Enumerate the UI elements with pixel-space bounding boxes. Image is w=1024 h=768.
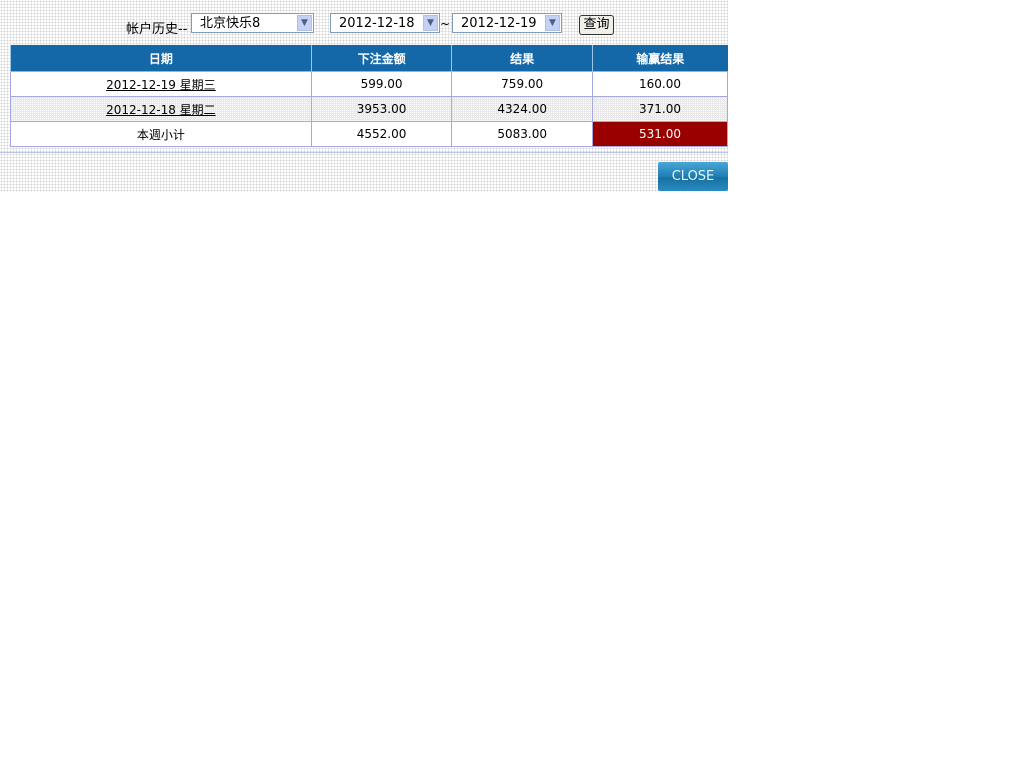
winloss-cell: 160.00 [591,71,729,97]
table-row: 2012-12-19 星期三 599.00 759.00 160.00 [10,71,729,97]
close-button[interactable]: CLOSE [658,162,728,191]
winloss-cell: 371.00 [591,96,729,122]
date-from-select[interactable]: 2012-12-18 ▼ [330,13,440,33]
history-table: 日期 下注金额 结果 输赢结果 2012-12-19 星期三 599.00 75… [10,45,729,147]
date-link[interactable]: 2012-12-19 星期三 [106,77,216,92]
table-row: 2012-12-18 星期二 3953.00 4324.00 371.00 [10,96,729,122]
game-select[interactable]: 北京快乐8 ▼ [191,13,314,33]
subtotal-winloss: 531.00 [591,121,729,147]
subtotal-result: 5083.00 [451,121,593,147]
header-date: 日期 [10,45,312,72]
date-separator: ~ [440,17,451,31]
date-from-value: 2012-12-18 [339,16,415,31]
result-cell: 759.00 [451,71,593,97]
date-to-value: 2012-12-19 [461,16,537,31]
divider [0,152,728,153]
header-result: 结果 [451,45,593,72]
filter-bar: 帐户历史-- 北京快乐8 ▼ 2012-12-18 ▼ ~ 2012-12-19 ▼ … [0,13,728,37]
chevron-down-icon: ▼ [297,15,312,31]
bet-cell: 599.00 [310,71,453,97]
bet-cell: 3953.00 [310,96,453,122]
query-button[interactable]: 查询 [579,15,614,35]
subtotal-label: 本週小计 [10,121,312,147]
subtotal-row: 本週小计 4552.00 5083.00 531.00 [10,121,729,147]
account-history-panel: 帐户历史-- 北京快乐8 ▼ 2012-12-18 ▼ ~ 2012-12-19 ▼ … [0,0,729,192]
subtotal-bet: 4552.00 [310,121,453,147]
date-link[interactable]: 2012-12-18 星期二 [106,102,216,117]
table-header: 日期 下注金额 结果 输赢结果 [10,45,728,72]
filter-label: 帐户历史-- [126,22,188,37]
game-select-value: 北京快乐8 [200,16,261,31]
result-cell: 4324.00 [451,96,593,122]
header-bet: 下注金额 [310,45,452,72]
header-winloss: 输赢结果 [591,45,728,72]
chevron-down-icon: ▼ [423,15,438,31]
date-to-select[interactable]: 2012-12-19 ▼ [452,13,562,33]
chevron-down-icon: ▼ [545,15,560,31]
